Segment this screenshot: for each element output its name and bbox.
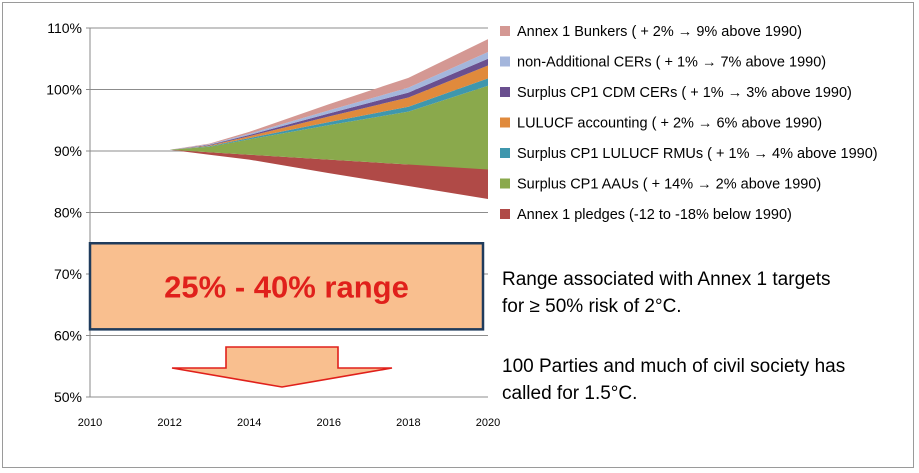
- legend-swatch: [500, 209, 510, 219]
- legend: Annex 1 Bunkers ( + 2% → 9% above 1990) n…: [500, 24, 878, 223]
- legend-label: Surplus CP1 CDM CERs ( + 1% → 3% above 1…: [517, 85, 852, 101]
- x-tick-labels: 2010 2012 2014 2016 2018 2020: [78, 417, 500, 429]
- y-tick-labels: 50% 60% 70% 80% 90% 100% 110%: [46, 20, 82, 405]
- legend-label: Surplus CP1 LULUCF RMUs ( + 1% → 4% abov…: [517, 146, 878, 162]
- parties-note: 100 Parties and much of civil society ha…: [502, 356, 846, 404]
- legend-swatch: [500, 117, 510, 128]
- legend-swatch: [500, 148, 510, 158]
- legend-label: Annex 1 Bunkers ( + 2% → 9% above 1990): [517, 24, 802, 40]
- legend-label: LULUCF accounting ( + 2% → 6% above 1990…: [517, 116, 822, 132]
- area-series: [90, 39, 488, 199]
- y-tick-label: 100%: [46, 82, 82, 98]
- y-tick-label: 110%: [47, 20, 82, 36]
- y-tick-label: 50%: [54, 389, 82, 405]
- x-tick-label: 2016: [317, 417, 341, 429]
- y-tick-label: 90%: [54, 143, 82, 159]
- range-note: Range associated with Annex 1 targets fo…: [502, 269, 831, 317]
- x-tick-label: 2012: [157, 417, 181, 429]
- legend-label: Annex 1 pledges (-12 to -18% below 1990): [517, 207, 792, 223]
- legend-swatch: [500, 178, 510, 189]
- legend-swatch: [500, 87, 510, 97]
- range-box-label: 25% - 40% range: [164, 269, 409, 304]
- y-tick-label: 80%: [54, 205, 82, 221]
- range-box: [88, 242, 485, 331]
- legend-label: Surplus CP1 AAUs ( + 14% → 2% above 1990…: [517, 177, 821, 193]
- down-arrow-icon: [171, 346, 393, 388]
- y-tick-label: 60%: [54, 328, 82, 344]
- area-annex1-pledges: [90, 144, 488, 199]
- x-tick-label: 2014: [237, 417, 261, 429]
- x-tick-label: 2018: [396, 417, 420, 429]
- legend-label: non-Additional CERs ( + 1% → 7% above 19…: [517, 55, 826, 71]
- x-tick-label: 2010: [78, 417, 102, 429]
- area-series-1: [90, 85, 488, 170]
- range-box-group: 25% - 40% range: [88, 242, 485, 331]
- y-tick-label: 70%: [54, 266, 82, 282]
- x-tick-label: 2020: [476, 417, 500, 429]
- legend-swatch: [500, 56, 510, 67]
- legend-swatch: [500, 26, 510, 36]
